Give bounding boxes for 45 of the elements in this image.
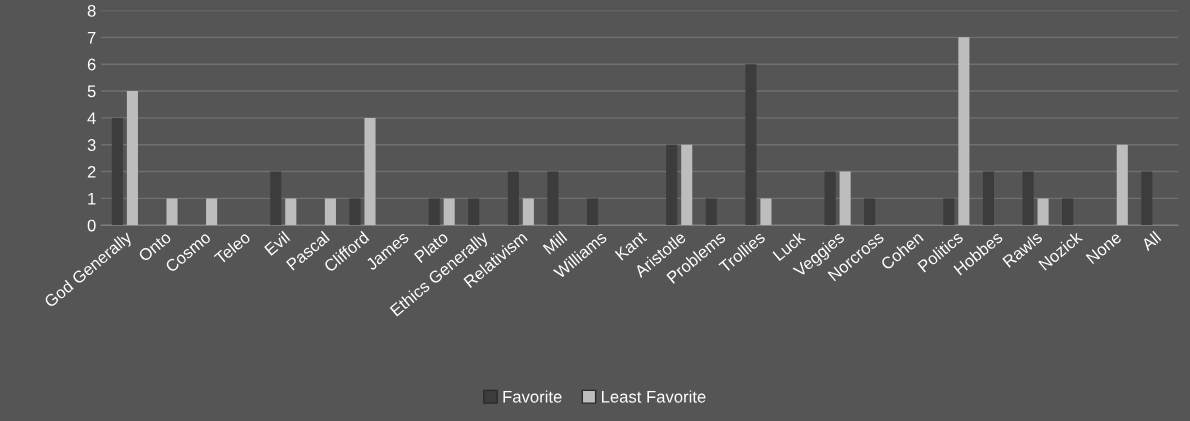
bar: [666, 144, 678, 226]
bar: [839, 171, 851, 226]
bar: [1141, 171, 1153, 226]
x-tick-label: All: [1140, 230, 1162, 252]
bar: [982, 171, 994, 226]
bar: [522, 198, 534, 226]
bar: [111, 117, 123, 226]
y-tick-label: 1: [88, 192, 96, 205]
y-tick-label: 4: [87, 112, 96, 124]
y-tick-label: 3: [87, 139, 96, 151]
bar: [943, 198, 955, 226]
y-tick-label: 2: [87, 165, 96, 178]
y-tick-label: 6: [87, 58, 96, 71]
bar: [547, 171, 559, 226]
bar: [324, 198, 336, 226]
bar: [681, 144, 693, 226]
bar: [428, 198, 440, 226]
x-tick-label: Teleo: [213, 230, 252, 265]
bar: [285, 198, 297, 226]
bar: [864, 198, 876, 226]
bar: [1022, 171, 1034, 226]
legend-label: Least Favorite: [602, 390, 706, 403]
y-tick-label: 7: [87, 31, 96, 44]
bar: [1037, 198, 1049, 226]
bar: [507, 171, 519, 226]
bar: [349, 198, 361, 226]
bar: [705, 198, 717, 226]
bar: [760, 198, 772, 226]
bar: [126, 91, 138, 226]
bar: [1116, 144, 1128, 226]
bar: [745, 64, 757, 226]
bar: [166, 198, 178, 226]
bar: [468, 198, 480, 226]
bar: [443, 198, 455, 226]
bar: [958, 37, 970, 226]
y-tick-label: 5: [87, 85, 96, 98]
y-tick-label: 8: [87, 4, 96, 17]
bar: [586, 198, 599, 226]
bar: [206, 198, 218, 226]
bar: [1062, 198, 1074, 226]
bar: [270, 171, 282, 226]
bar: [824, 171, 836, 226]
y-tick-label: 0: [87, 219, 96, 232]
bar: [364, 117, 376, 226]
legend-label: Favorite: [503, 390, 562, 403]
